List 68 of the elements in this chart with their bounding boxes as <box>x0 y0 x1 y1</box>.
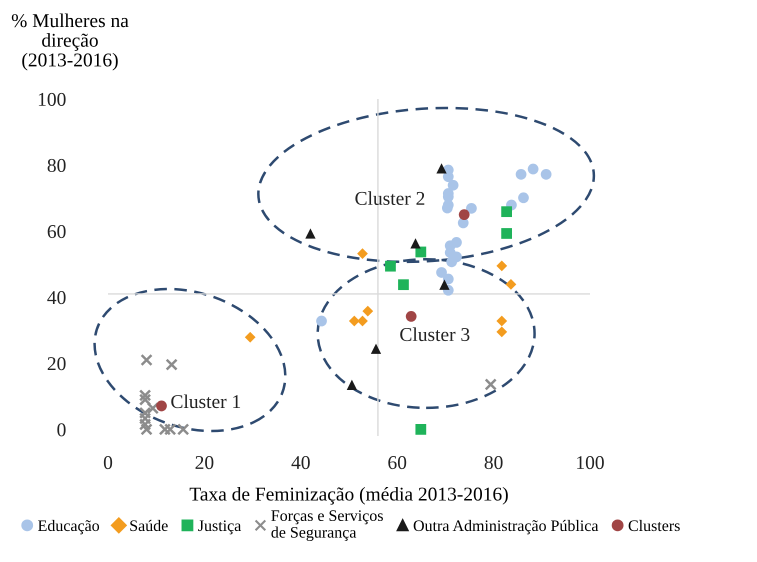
point <box>140 423 153 436</box>
point <box>406 311 417 322</box>
point <box>146 402 159 414</box>
point <box>410 238 421 249</box>
point <box>348 316 360 326</box>
annotation: Cluster 2 <box>355 191 424 205</box>
x-tick-label: 80 <box>484 456 503 470</box>
point <box>140 354 153 366</box>
x-tick-label: 40 <box>291 456 310 470</box>
point <box>158 423 172 436</box>
point <box>138 393 152 406</box>
point <box>439 280 450 290</box>
point <box>436 163 447 174</box>
point <box>385 260 396 272</box>
point <box>357 248 368 260</box>
point <box>316 316 327 326</box>
point <box>448 180 458 191</box>
y-tick-label: 100 <box>38 92 66 106</box>
point <box>501 206 512 218</box>
annotation: Cluster 1 <box>171 394 240 408</box>
x-tick-label: 60 <box>388 456 406 470</box>
y-tick-label: 40 <box>47 291 66 304</box>
x-axis-title: Taxa de Feminização (média 2013-2016) <box>190 486 508 505</box>
point <box>496 260 508 272</box>
point <box>446 256 458 268</box>
point <box>357 316 368 326</box>
point <box>442 274 454 284</box>
point <box>346 380 358 390</box>
point <box>370 344 382 354</box>
x-tick-label: 100 <box>577 456 604 470</box>
point <box>156 400 167 412</box>
x-tick-label: 20 <box>196 456 214 470</box>
legend-label: Educação <box>38 520 100 534</box>
point <box>501 228 512 239</box>
point <box>138 389 152 402</box>
legend-label: Clusters <box>628 520 680 532</box>
point <box>496 316 508 326</box>
legend-label: Saúde <box>130 520 168 532</box>
y-tick-label: 80 <box>48 158 66 172</box>
point <box>540 168 552 180</box>
point <box>138 406 152 420</box>
point <box>528 164 539 174</box>
y-axis-title: % Mulheres na direção (2013-2016) <box>12 14 129 70</box>
point <box>138 418 152 431</box>
legend-label: Outra Administração Pública <box>414 520 598 534</box>
point <box>244 332 256 343</box>
point <box>362 306 374 316</box>
point <box>398 279 409 290</box>
y-tick-label: 0 <box>57 423 66 436</box>
y-tick-label: 60 <box>48 224 66 238</box>
point <box>518 192 529 204</box>
point <box>415 424 426 435</box>
point <box>484 378 497 391</box>
point <box>138 412 152 425</box>
legend-label: Justiça <box>198 520 242 534</box>
point <box>466 202 477 214</box>
point <box>305 228 316 239</box>
y-tick-label: 20 <box>48 357 66 370</box>
point <box>165 358 178 371</box>
legend-label: Forças e Serviços de Segurança <box>271 510 383 542</box>
point <box>436 267 447 278</box>
point <box>496 326 508 338</box>
point <box>516 168 526 180</box>
point <box>458 209 470 220</box>
annotation: Cluster 3 <box>400 327 470 342</box>
point <box>415 246 426 258</box>
point <box>506 278 516 290</box>
x-tick-label: 0 <box>104 456 112 470</box>
